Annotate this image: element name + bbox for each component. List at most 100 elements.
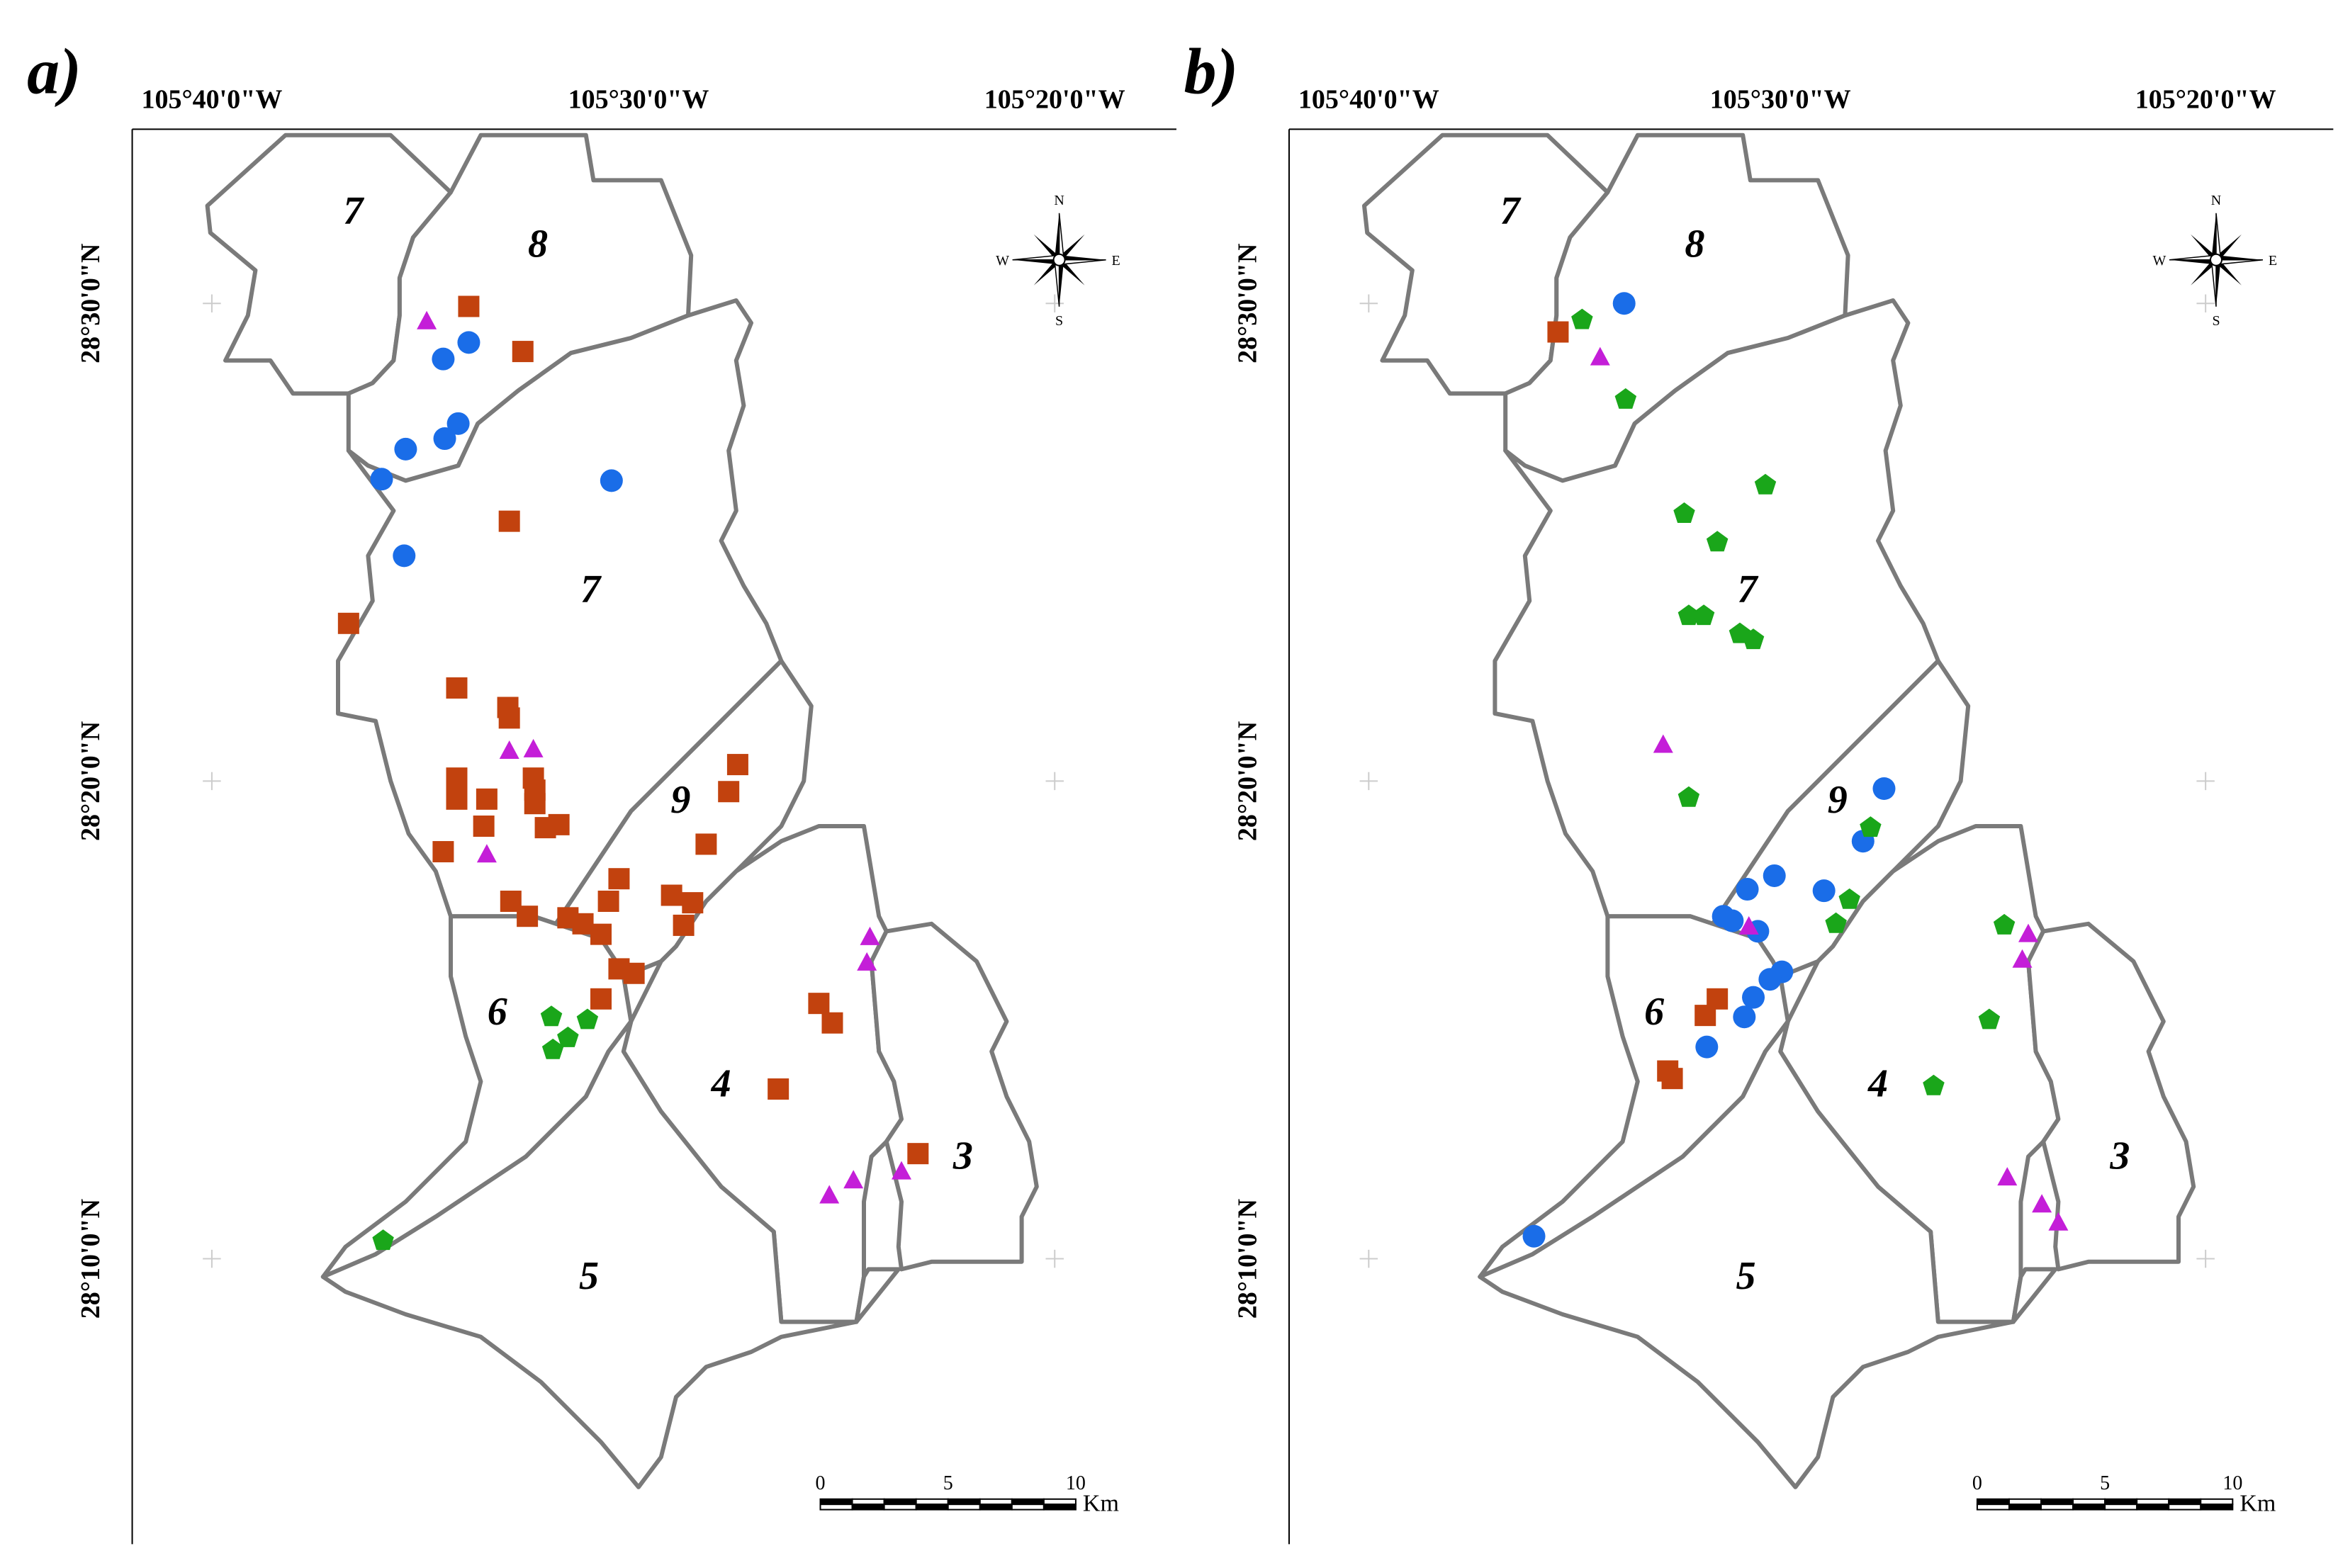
circle-marker-icon (1812, 879, 1836, 903)
compass-letter: S (1055, 313, 1063, 329)
pentagon-marker-icon (1673, 502, 1695, 523)
pentagon-marker-icon (1571, 308, 1593, 329)
compass-letter: N (1054, 193, 1064, 208)
scale-tick-label: 10 (1066, 1472, 1086, 1494)
square-marker-icon (432, 841, 454, 863)
pentagon-marker-icon (1860, 816, 1882, 837)
scale-tick-label: 5 (943, 1472, 953, 1494)
scale-unit: Km (2239, 1491, 2276, 1517)
zone-label: 3 (952, 1134, 973, 1178)
zone-label: 7 (1738, 568, 1759, 611)
square-marker-icon (608, 868, 630, 890)
circle-marker-icon (370, 468, 393, 491)
square-marker-icon (476, 788, 498, 810)
square-marker-icon (821, 1012, 843, 1034)
circle-marker-icon (432, 347, 455, 371)
square-marker-icon (473, 816, 495, 837)
circle-marker-icon (1522, 1224, 1546, 1248)
square-marker-icon (446, 677, 468, 699)
circle-marker-icon (1733, 1005, 1756, 1029)
compass-rose-icon: N S E W (996, 193, 1120, 329)
circle-marker-icon (600, 469, 623, 492)
triangle-marker-icon (1590, 346, 1610, 366)
square-marker-icon (548, 813, 570, 835)
scale-tick-label: 0 (816, 1472, 826, 1494)
latitude-label: 28°10'0"N (1232, 1199, 1262, 1319)
longitude-label: 105°40'0"W (141, 85, 282, 115)
triangle-marker-icon (417, 310, 437, 329)
square-marker-icon (590, 923, 612, 945)
map-panel-a: 7 8 7 9 6 4 3 5 a) 105°40'0"W 105°30'0"W 105°20'0"W… (27, 35, 1176, 1545)
triangle-marker-icon (860, 926, 880, 945)
triangle-marker-icon (2018, 923, 2038, 942)
circle-marker-icon (1763, 864, 1786, 887)
compass-letter: E (2269, 253, 2277, 269)
pentagon-marker-icon (1923, 1074, 1945, 1095)
square-marker-icon (498, 707, 520, 729)
pentagon-marker-icon (576, 1008, 599, 1030)
longitude-label: 105°40'0"W (1298, 85, 1439, 115)
pentagon-marker-icon (1692, 604, 1715, 626)
square-marker-icon (623, 962, 645, 984)
zone-polygon (1493, 298, 1940, 926)
circle-marker-icon (457, 331, 480, 354)
circle-marker-icon (1736, 878, 1759, 901)
square-marker-icon (907, 1143, 929, 1165)
zone-label: 3 (2109, 1134, 2130, 1178)
triangle-marker-icon (2012, 949, 2033, 968)
zone-label: 5 (1736, 1254, 1755, 1298)
square-marker-icon (1661, 1068, 1683, 1090)
zone-polygon (320, 1019, 901, 1489)
circle-marker-icon (1742, 986, 1765, 1009)
square-marker-icon (661, 884, 682, 906)
zone-polygon (2026, 921, 2196, 1272)
square-marker-icon (1547, 321, 1569, 343)
sample-markers (1522, 292, 2069, 1248)
triangle-marker-icon (857, 952, 877, 971)
zone-boundaries (205, 132, 1039, 1489)
square-marker-icon (597, 891, 619, 912)
longitude-label: 105°30'0"W (568, 85, 709, 115)
zone-label: 7 (343, 189, 364, 233)
square-marker-icon (673, 914, 695, 936)
zone-polygon (1478, 1019, 2058, 1489)
latitude-label: 28°30'0"N (76, 244, 106, 363)
zone-label: 9 (1828, 778, 1848, 822)
pentagon-marker-icon (1742, 628, 1765, 650)
zone-label: 6 (488, 990, 507, 1034)
circle-marker-icon (1612, 292, 1636, 315)
circle-marker-icon (1758, 968, 1782, 991)
triangle-marker-icon (2048, 1212, 2069, 1231)
circle-marker-icon (1695, 1035, 1719, 1059)
pentagon-marker-icon (1978, 1008, 2001, 1030)
square-marker-icon (517, 906, 539, 927)
pentagon-marker-icon (1706, 531, 1729, 552)
triangle-marker-icon (843, 1170, 864, 1189)
zone-label: 7 (580, 568, 602, 611)
zone-polygon (869, 921, 1039, 1272)
square-marker-icon (524, 793, 546, 815)
longitude-label: 105°20'0"W (984, 85, 1125, 115)
scale-tick-label: 10 (2222, 1472, 2242, 1494)
pentagon-marker-icon (1993, 913, 2016, 935)
square-marker-icon (768, 1078, 789, 1100)
square-marker-icon (682, 892, 704, 914)
square-marker-icon (337, 612, 359, 634)
compass-rose-icon: N S E W (2153, 193, 2278, 329)
compass-letter: W (996, 253, 1009, 269)
pentagon-marker-icon (1825, 912, 1847, 933)
pentagon-marker-icon (1838, 888, 1860, 909)
zone-label: 8 (528, 222, 548, 266)
compass-letter: S (2212, 313, 2220, 329)
zone-label: 7 (1500, 189, 1522, 233)
compass-letter: E (1111, 253, 1120, 269)
triangle-marker-icon (1997, 1167, 2018, 1186)
pentagon-marker-icon (372, 1229, 394, 1251)
pentagon-marker-icon (1677, 604, 1700, 626)
triangle-marker-icon (476, 844, 497, 863)
square-marker-icon (726, 754, 748, 776)
square-marker-icon (446, 767, 468, 789)
triangle-marker-icon (2032, 1194, 2052, 1213)
